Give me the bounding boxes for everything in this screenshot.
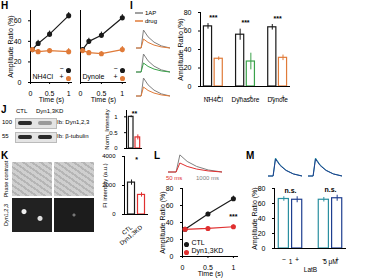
- svg-text:n.s.: n.s.: [324, 185, 336, 192]
- html-text:55: 55: [2, 133, 9, 139]
- svg-text:***: ***: [241, 19, 249, 26]
- svg-text:1: 1: [120, 90, 124, 97]
- svg-text:CTL: CTL: [120, 224, 134, 237]
- svg-text:20: 20: [258, 230, 266, 237]
- svg-text:1AP: 1AP: [145, 10, 156, 16]
- svg-text:20: 20: [14, 58, 22, 65]
- svg-text:40: 40: [166, 219, 174, 226]
- svg-text:***: ***: [209, 14, 217, 21]
- svg-text:0: 0: [112, 211, 116, 217]
- svg-text:0.5: 0.5: [203, 264, 213, 272]
- html-text:Dyn1,3KD: Dyn1,3KD: [36, 108, 64, 114]
- svg-text:0: 0: [18, 79, 22, 86]
- svg-text:***: ***: [274, 15, 282, 22]
- svg-text:drug: drug: [145, 18, 157, 24]
- svg-text:1: 1: [114, 114, 118, 120]
- svg-text:0.5: 0.5: [96, 90, 107, 98]
- svg-text:Amplitude Ratio (%): Amplitude Ratio (%): [177, 18, 185, 80]
- svg-text:1: 1: [289, 258, 293, 265]
- svg-text:CTL: CTL: [192, 239, 205, 246]
- svg-text:0: 0: [181, 264, 185, 271]
- svg-text:NH4Cl: NH4Cl: [204, 96, 224, 103]
- html-text:H: H: [1, 0, 9, 11]
- svg-text:60: 60: [184, 27, 192, 34]
- html-text:Dyn1,2,3: Dyn1,2,3: [3, 204, 9, 226]
- svg-text:0: 0: [114, 145, 118, 151]
- svg-text:0.5: 0.5: [109, 130, 118, 136]
- svg-text:0.5: 0.5: [44, 90, 55, 98]
- html-text:Ib: Dyn1,2,3: Ib: Dyn1,2,3: [57, 119, 90, 125]
- svg-text:+: +: [59, 73, 63, 80]
- html-text:100: 100: [2, 119, 12, 125]
- svg-text:NH4Cl: NH4Cl: [33, 73, 54, 80]
- html-text:Phase contrast: Phase contrast: [3, 160, 9, 198]
- svg-text:0: 0: [188, 83, 192, 90]
- svg-text:1: 1: [67, 90, 71, 97]
- svg-text:−: −: [113, 65, 117, 72]
- svg-text:**: **: [132, 110, 138, 117]
- svg-text:Norm. Intensity: Norm. Intensity: [104, 109, 110, 149]
- svg-text:60: 60: [14, 17, 22, 24]
- svg-text:*: *: [135, 156, 138, 163]
- svg-text:Dyn1,3KD: Dyn1,3KD: [119, 224, 144, 247]
- svg-text:Dynole: Dynole: [268, 96, 289, 104]
- html-text:I: I: [130, 0, 133, 11]
- html-text:Ib: β-tubulin: Ib: β-tubulin: [57, 133, 89, 139]
- html-text:50 ms: 50 ms: [166, 175, 183, 181]
- svg-text:Amplitude Ratio (%): Amplitude Ratio (%): [7, 15, 15, 77]
- svg-text:40: 40: [184, 46, 192, 53]
- svg-text:20: 20: [166, 236, 174, 243]
- svg-text:Time (s): Time (s): [39, 96, 64, 104]
- svg-text:+: +: [295, 256, 299, 263]
- svg-text:0: 0: [262, 245, 266, 252]
- svg-text:2000: 2000: [102, 182, 116, 189]
- svg-text:4000: 4000: [102, 153, 116, 159]
- svg-text:Amplitude Ratio (%): Amplitude Ratio (%): [251, 187, 259, 249]
- svg-text:FI intensity (a.u.): FI intensity (a.u.): [102, 163, 108, 208]
- svg-text:80: 80: [258, 185, 266, 192]
- svg-text:80: 80: [184, 9, 192, 16]
- svg-text:Time (s): Time (s): [91, 96, 116, 104]
- svg-text:20: 20: [184, 64, 192, 71]
- svg-text:Time (s): Time (s): [198, 270, 223, 278]
- html-text:L: L: [154, 150, 161, 161]
- svg-text:40: 40: [258, 215, 266, 222]
- svg-text:−: −: [282, 256, 286, 263]
- svg-text:40: 40: [14, 38, 22, 45]
- svg-text:n.s.: n.s.: [284, 187, 296, 194]
- html-text:1000 ms: 1000 ms: [196, 175, 219, 181]
- svg-text:0: 0: [79, 90, 83, 97]
- svg-text:80: 80: [166, 185, 174, 192]
- html-text:CTL: CTL: [16, 108, 28, 114]
- svg-text:Dyn1,3KD: Dyn1,3KD: [192, 247, 224, 255]
- svg-text:LatB: LatB: [304, 266, 317, 273]
- svg-text:0: 0: [170, 253, 174, 260]
- svg-text:***: ***: [229, 213, 237, 220]
- svg-text:60: 60: [166, 202, 174, 209]
- svg-text:1: 1: [231, 264, 235, 271]
- html-text:M: M: [246, 150, 255, 161]
- svg-text:Dynole: Dynole: [83, 73, 105, 81]
- html-text:J: J: [1, 104, 7, 115]
- svg-text:Dynasore: Dynasore: [232, 96, 260, 104]
- svg-text:60: 60: [258, 200, 266, 207]
- svg-text:0: 0: [29, 90, 33, 97]
- svg-text:Amplitude Ratio (%): Amplitude Ratio (%): [159, 191, 167, 253]
- svg-text:−: −: [59, 65, 63, 72]
- html-text:K: K: [1, 150, 9, 161]
- svg-text:+: +: [113, 73, 117, 80]
- svg-text:5 μM: 5 μM: [323, 258, 338, 266]
